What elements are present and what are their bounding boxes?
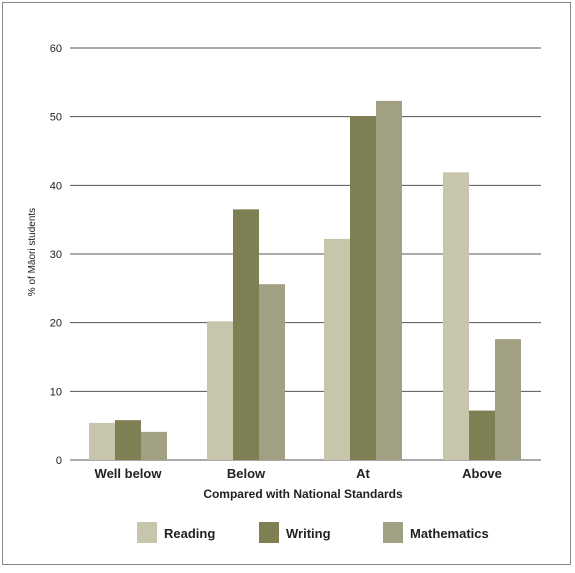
x-category-label: Well below [95,466,163,481]
legend-label: Reading [164,526,215,541]
x-category-label: At [356,466,370,481]
y-tick-label: 30 [50,249,62,261]
bars [89,100,521,460]
x-category-labels: Well below Below At Above [95,466,502,481]
y-tick-label: 20 [50,318,62,330]
legend-swatch [383,522,403,543]
bar-reading-above [443,172,469,460]
legend-label: Writing [286,526,331,541]
y-axis-title: % of Māori students [27,208,38,296]
legend-swatch [137,522,157,543]
x-axis-title: Compared with National Standards [203,487,403,501]
bar-writing-at [350,115,376,460]
y-tick-label: 40 [50,180,62,192]
bar-reading-at [324,238,350,460]
y-tick-label: 10 [50,386,62,398]
y-tick-label: 60 [50,43,62,55]
y-tick-label: 50 [50,112,62,124]
bar-mathematics-at [376,100,402,460]
bar-writing-above [469,410,495,460]
bar-reading-below [207,321,233,460]
x-category-label: Below [227,466,266,481]
bar-mathematics-above [495,339,521,460]
legend-label: Mathematics [410,526,489,541]
bar-writing-below [233,209,259,460]
legend: Reading Writing Mathematics [137,522,489,543]
gridlines [70,47,541,461]
y-tick-labels: 0 10 20 30 40 50 60 [50,43,62,467]
x-category-label: Above [462,466,502,481]
chart-frame [2,2,571,565]
bar-writing-well-below [115,420,141,460]
y-tick-label: 0 [56,455,62,467]
bar-mathematics-well-below [141,431,167,460]
bar-reading-well-below [89,422,115,460]
bar-mathematics-below [259,284,285,460]
legend-swatch [259,522,279,543]
